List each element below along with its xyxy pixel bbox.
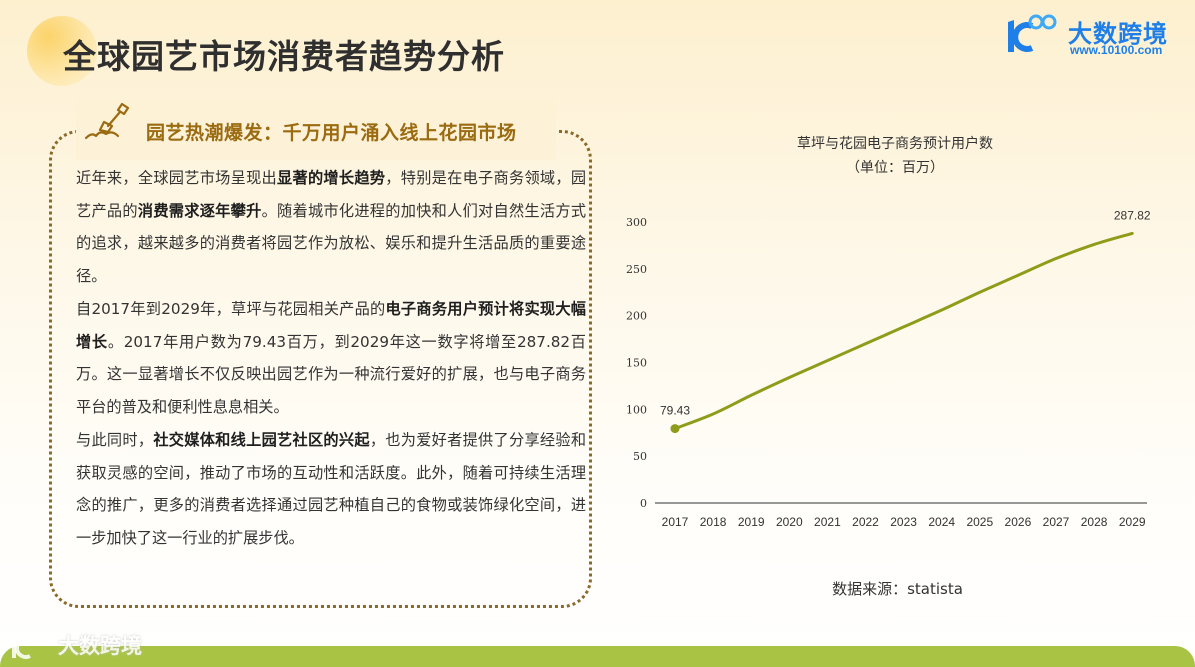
body-text: ，特别是在电子商务领域，园艺产品的: [76, 169, 587, 220]
body-text: 与此同时，: [76, 431, 154, 449]
x-tick-label: 2020: [776, 515, 803, 529]
y-tick-label: 50: [633, 450, 647, 463]
highlight-text: 消费需求逐年攀升: [137, 201, 262, 220]
y-tick-label: 0: [640, 497, 647, 510]
x-tick-label: 2026: [1005, 515, 1032, 529]
body-text: 近年来，全球园艺市场呈现出: [76, 169, 278, 187]
x-tick-label: 2023: [890, 515, 917, 529]
x-tick-label: 2024: [928, 515, 955, 529]
x-tick-label: 2022: [852, 515, 879, 529]
x-tick-label: 2029: [1119, 515, 1146, 529]
shovel-icon: [84, 102, 130, 140]
content-box-body: 近年来，全球园艺市场呈现出显著的增长趋势，特别是在电子商务领域，园艺产品的消费需…: [76, 162, 586, 555]
highlight-text: 显著的增长趋势: [277, 169, 386, 187]
x-tick-label: 2019: [738, 515, 765, 529]
data-label: 287.82: [1114, 208, 1151, 222]
y-tick-label: 250: [626, 263, 647, 276]
content-box-header-mask: [76, 100, 556, 160]
paragraph-2: 自2017年到2029年，草坪与花园相关产品的电子商务用户预计将实现大幅增长。2…: [76, 293, 586, 423]
y-tick-label: 200: [626, 310, 647, 323]
highlight-text: 电子商务用户预计将实现大幅增长: [76, 300, 586, 351]
series-line: [673, 231, 1134, 431]
line-chart: 0 50 100 150 200 250 300 2017 2018 2019 2020 2021 20…: [626, 208, 1151, 529]
logo-brand-text: 大数跨境: [1068, 20, 1168, 48]
x-tick-label: 2021: [814, 515, 841, 529]
footer-bar: [0, 646, 1195, 667]
highlight-text: 社交媒体和线上园艺社区的兴起: [153, 431, 370, 449]
title-decoration-circle: [27, 16, 97, 86]
chart-title: 草坪与花园电子商务预计用户数 （单位：百万）: [660, 132, 1130, 180]
paragraph-3: 与此同时，社交媒体和线上园艺社区的兴起，也为爱好者提供了分享经验和获取灵感的空间…: [76, 424, 586, 554]
x-tick-label: 2025: [966, 515, 993, 529]
paragraph-1: 近年来，全球园艺市场呈现出显著的增长趋势，特别是在电子商务领域，园艺产品的消费需…: [76, 162, 586, 292]
content-box-title: 园艺热潮爆发：千万用户涌入线上花园市场: [146, 122, 517, 144]
watermark-logo-icon: [12, 632, 50, 659]
body-text: 。2017年用户数为79.43百万，到2029年这一数字将增至287.82百万。…: [76, 332, 586, 416]
watermark-text: 大数跨境: [58, 634, 142, 658]
x-tick-label: 2018: [700, 515, 727, 529]
data-point-marker: [670, 424, 680, 434]
chart-title-unit: （单位：百万）: [846, 160, 944, 176]
brand-logo[interactable]: 大数跨境 www.10100.com: [1002, 10, 1177, 58]
y-tick-label: 300: [626, 216, 647, 229]
data-label: 79.43: [660, 404, 690, 418]
body-text: ，也为爱好者提供了分享经验和获取灵感的空间，推动了市场的互动性和活跃度。此外，随…: [76, 431, 587, 547]
logo-mark-icon: [1008, 14, 1057, 52]
body-text: 自2017年到2029年，草坪与花园相关产品的: [76, 300, 386, 318]
x-tick-label: 2027: [1043, 515, 1070, 529]
logo-url-text: www.10100.com: [1070, 43, 1163, 57]
x-tick-label: 2017: [662, 515, 689, 529]
page-title: 全球园艺市场消费者趋势分析: [63, 37, 505, 76]
data-source: 数据来源：statista: [832, 580, 963, 598]
y-tick-label: 100: [626, 403, 647, 416]
body-text: 。随着城市化进程的加快和人们对自然生活方式的追求，越来越多的消费者将园艺作为放松…: [76, 201, 587, 285]
x-tick-label: 2028: [1081, 515, 1108, 529]
y-tick-label: 150: [626, 357, 647, 370]
chart-title-main: 草坪与花园电子商务预计用户数: [797, 136, 993, 152]
